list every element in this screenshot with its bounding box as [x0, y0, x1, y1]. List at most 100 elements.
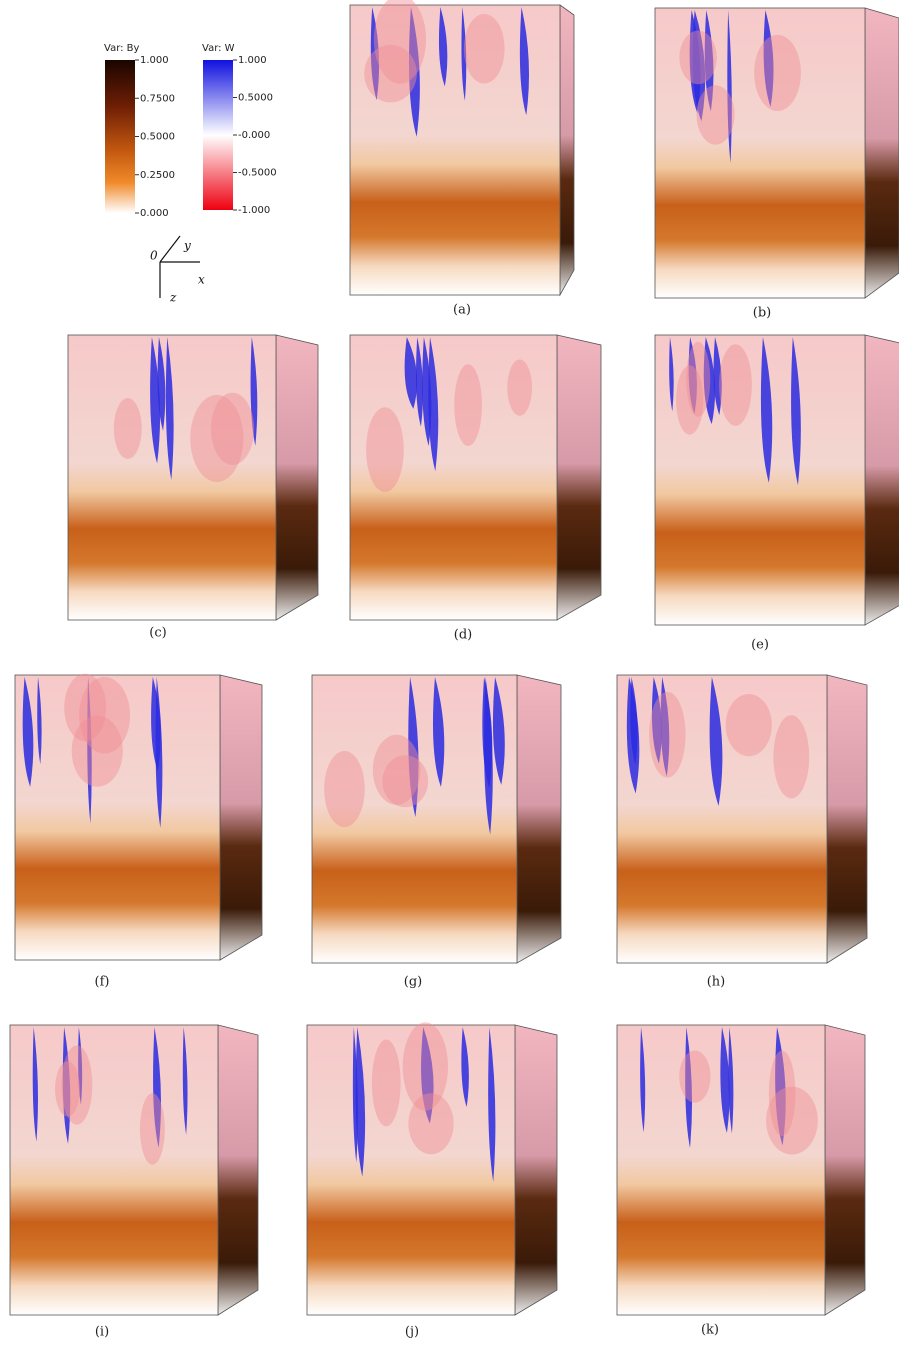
- blue-plume: [461, 1027, 469, 1107]
- colorbar-label: 0.5000: [140, 132, 175, 143]
- blue-plume: [22, 677, 34, 787]
- blue-plume: [660, 677, 670, 777]
- cube-side: [864, 334, 899, 626]
- colorbar-label: 1.000: [140, 55, 169, 66]
- blue-plume: [791, 337, 801, 486]
- red-patch: [113, 398, 142, 459]
- cube-front: [67, 334, 277, 621]
- cube: [14, 673, 263, 961]
- blue-plume: [432, 677, 445, 788]
- blue-plume: [150, 337, 161, 464]
- blue-plume: [421, 1027, 434, 1124]
- blue-plume: [713, 337, 722, 416]
- blue-plume: [688, 337, 697, 415]
- cube: [9, 1024, 259, 1316]
- blue-plume: [763, 10, 774, 107]
- blue-plume: [760, 337, 773, 483]
- red-patch: [139, 1093, 165, 1165]
- panel-caption: (f): [95, 975, 110, 990]
- cube-front: [616, 674, 828, 964]
- axis-triad: [159, 235, 200, 298]
- red-patch: [507, 359, 533, 416]
- red-patch: [373, 0, 427, 84]
- red-patch: [679, 30, 717, 85]
- cube: [311, 674, 562, 964]
- red-patch: [79, 677, 131, 754]
- blue-plume: [408, 7, 420, 137]
- red-patch: [463, 13, 505, 84]
- colorbar-title: Var: W: [202, 43, 235, 54]
- panel-caption: (d): [454, 628, 472, 643]
- cube-side: [275, 334, 319, 621]
- red-patch: [454, 364, 482, 446]
- cube-side: [864, 7, 899, 299]
- blue-plume: [370, 7, 380, 100]
- red-patch: [71, 715, 123, 787]
- blue-plume: [355, 1027, 366, 1177]
- red-patch: [754, 34, 801, 112]
- panel-caption: (i): [95, 1325, 109, 1340]
- blue-plume: [630, 677, 638, 765]
- cube: [67, 334, 319, 621]
- blue-plume: [415, 337, 424, 427]
- panel-caption: (g): [404, 975, 422, 990]
- colorbar-label: 0.7500: [140, 93, 175, 104]
- blue-plume: [428, 337, 439, 472]
- blue-plume: [461, 7, 467, 101]
- red-patch: [686, 341, 711, 417]
- blue-plume: [775, 1027, 786, 1146]
- cube: [306, 1022, 558, 1316]
- blue-plume: [408, 677, 419, 818]
- colorbar: [203, 60, 233, 210]
- blue-plume: [640, 1027, 646, 1133]
- axis-label: x: [198, 273, 205, 287]
- blue-plume: [704, 10, 714, 112]
- red-patch: [61, 1045, 93, 1125]
- axis-label: z: [169, 291, 177, 305]
- panel-caption: (k): [701, 1323, 719, 1338]
- panel-caption: (b): [753, 306, 771, 321]
- blue-plume: [32, 1027, 38, 1142]
- colorbar-label: 1.000: [238, 55, 267, 66]
- cube-front: [14, 674, 221, 961]
- red-patch: [371, 1039, 401, 1127]
- cube: [654, 334, 899, 626]
- colorbar-label: -0.5000: [238, 168, 277, 179]
- blue-plume: [78, 1027, 83, 1105]
- blue-plume: [709, 677, 723, 806]
- red-patch: [696, 85, 735, 145]
- cube: [349, 334, 602, 621]
- red-patch: [372, 734, 421, 805]
- blue-plume: [669, 337, 674, 412]
- blue-plume: [651, 677, 662, 764]
- blue-plume: [422, 337, 432, 446]
- red-patch: [676, 365, 704, 435]
- red-patch: [190, 394, 244, 482]
- blue-plume: [151, 677, 161, 772]
- blue-plume: [87, 677, 92, 824]
- panel-caption: (h): [707, 975, 726, 990]
- cube-side: [556, 334, 602, 621]
- blue-plume: [685, 1027, 693, 1148]
- red-patch: [766, 1086, 818, 1155]
- red-patch: [210, 392, 255, 465]
- blue-plume: [165, 337, 174, 480]
- panel-caption: (e): [751, 638, 769, 653]
- blue-plume: [728, 1027, 734, 1134]
- cube-side: [516, 674, 562, 964]
- red-patch: [55, 1061, 80, 1117]
- red-patch: [649, 691, 686, 778]
- red-patch: [366, 407, 404, 493]
- blue-plume: [250, 337, 258, 446]
- cube-side: [219, 674, 263, 961]
- colorbar: [105, 60, 135, 213]
- cube-front: [306, 1024, 516, 1316]
- red-patch: [719, 344, 752, 426]
- blue-plume: [153, 1027, 161, 1148]
- red-patch: [324, 750, 365, 828]
- red-patch: [679, 1050, 711, 1103]
- blue-plume: [727, 10, 732, 164]
- blue-plume: [720, 1027, 730, 1133]
